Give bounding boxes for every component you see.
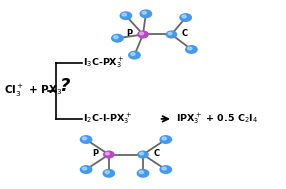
Circle shape <box>106 152 109 155</box>
Circle shape <box>162 137 166 140</box>
Text: P: P <box>92 149 98 158</box>
Circle shape <box>182 15 186 18</box>
Circle shape <box>82 167 87 170</box>
Circle shape <box>166 31 176 38</box>
Circle shape <box>104 151 114 158</box>
Circle shape <box>131 53 135 56</box>
Circle shape <box>180 14 191 21</box>
Circle shape <box>139 171 144 174</box>
Text: I$_3$C-PX$_3^+$: I$_3$C-PX$_3^+$ <box>83 55 125 70</box>
Circle shape <box>103 170 114 177</box>
Circle shape <box>105 171 110 174</box>
Text: IPX$_3^+$ + 0.5 C$_2$I$_4$: IPX$_3^+$ + 0.5 C$_2$I$_4$ <box>176 112 258 126</box>
Text: C: C <box>182 29 188 38</box>
Circle shape <box>142 11 146 14</box>
Circle shape <box>140 10 152 18</box>
Circle shape <box>122 13 126 16</box>
Circle shape <box>80 136 92 143</box>
Text: ?: ? <box>59 77 69 95</box>
Circle shape <box>160 136 172 143</box>
Circle shape <box>82 137 87 140</box>
Circle shape <box>186 46 197 53</box>
Text: P: P <box>126 29 132 38</box>
Circle shape <box>160 166 172 173</box>
Text: I$_2$C-I-PX$_3^+$: I$_2$C-I-PX$_3^+$ <box>83 112 132 126</box>
Circle shape <box>138 151 148 158</box>
Text: Cl$_3^+$ + PX$_3$: Cl$_3^+$ + PX$_3$ <box>3 83 62 99</box>
Circle shape <box>129 51 140 59</box>
Circle shape <box>80 166 92 173</box>
Circle shape <box>137 170 149 177</box>
Circle shape <box>140 152 144 155</box>
Circle shape <box>162 167 166 170</box>
Circle shape <box>168 32 172 35</box>
Circle shape <box>114 36 118 39</box>
Circle shape <box>120 12 132 19</box>
Circle shape <box>138 31 148 38</box>
Circle shape <box>112 34 123 42</box>
Text: C: C <box>154 149 160 158</box>
Circle shape <box>140 32 144 35</box>
Circle shape <box>188 47 192 50</box>
